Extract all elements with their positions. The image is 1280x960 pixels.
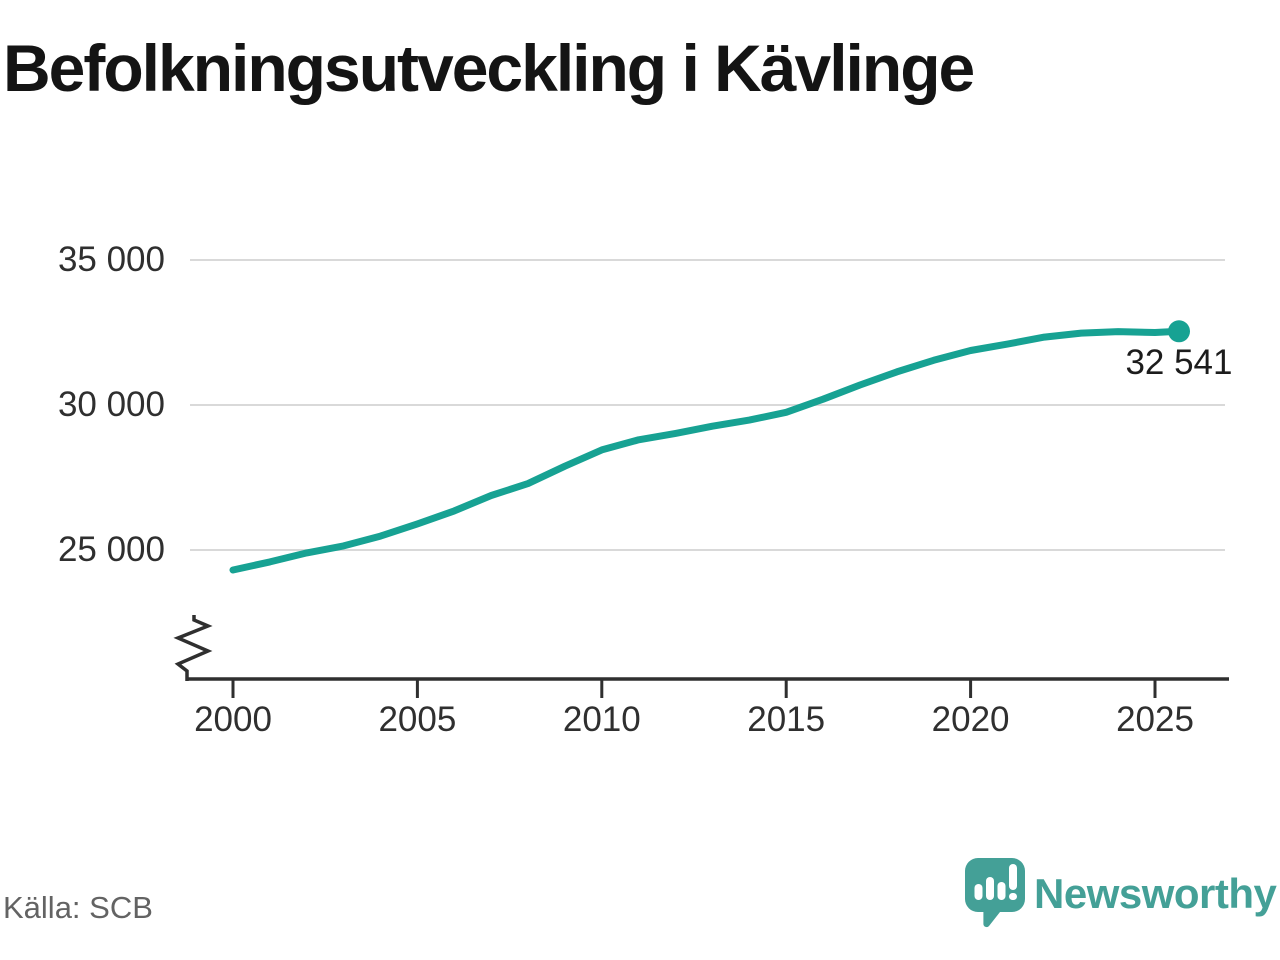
x-tick-label: 2005 xyxy=(378,700,457,739)
x-tick-label: 2025 xyxy=(1116,700,1194,739)
axis-break-zigzag-icon xyxy=(173,615,213,681)
y-tick-label: 25 000 xyxy=(57,530,165,569)
chart-title: Befolkningsutveckling i Kävlinge xyxy=(3,31,975,105)
x-tick-label: 2020 xyxy=(931,700,1010,739)
source-note: Källa: SCB xyxy=(3,890,153,925)
population-line xyxy=(229,327,1183,574)
y-tick-label: 35 000 xyxy=(57,240,165,279)
x-tick-label: 2010 xyxy=(562,700,641,739)
brand-logo: Newsworthy xyxy=(962,856,1280,936)
x-tick-label: 2000 xyxy=(194,700,272,739)
x-tick-label: 2015 xyxy=(747,700,826,739)
latest-value-label: 32 541 xyxy=(1125,343,1233,383)
newsworthy-logo-icon xyxy=(965,858,1025,928)
brand-name: Newsworthy xyxy=(1034,870,1277,917)
logo-bars xyxy=(974,864,1017,900)
y-tick-label: 30 000 xyxy=(57,385,165,424)
x-axis-tick-marks xyxy=(231,679,1157,698)
latest-value-marker xyxy=(1168,320,1190,343)
gridlines xyxy=(190,259,1225,551)
